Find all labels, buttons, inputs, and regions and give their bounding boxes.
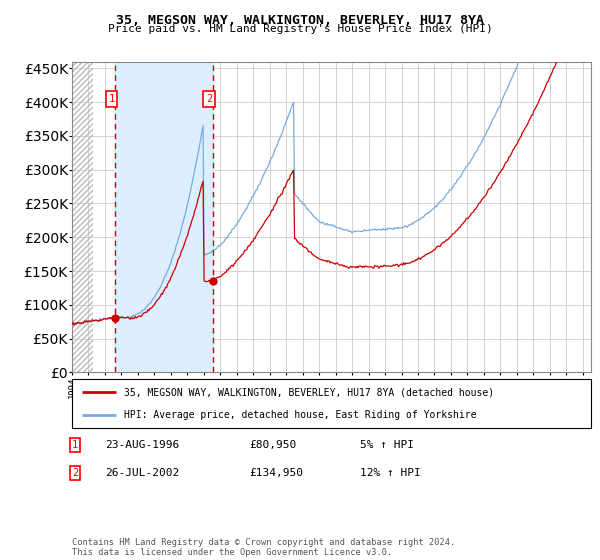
Text: Price paid vs. HM Land Registry's House Price Index (HPI): Price paid vs. HM Land Registry's House … [107,24,493,34]
Text: 1: 1 [72,440,78,450]
Text: 5% ↑ HPI: 5% ↑ HPI [360,440,414,450]
Text: 2: 2 [72,468,78,478]
Text: £134,950: £134,950 [249,468,303,478]
Text: 12% ↑ HPI: 12% ↑ HPI [360,468,421,478]
Text: Contains HM Land Registry data © Crown copyright and database right 2024.
This d: Contains HM Land Registry data © Crown c… [72,538,455,557]
Text: 35, MEGSON WAY, WALKINGTON, BEVERLEY, HU17 8YA: 35, MEGSON WAY, WALKINGTON, BEVERLEY, HU… [116,14,484,27]
Text: HPI: Average price, detached house, East Riding of Yorkshire: HPI: Average price, detached house, East… [124,410,476,420]
Text: £80,950: £80,950 [249,440,296,450]
Text: 23-AUG-1996: 23-AUG-1996 [105,440,179,450]
Text: 1: 1 [108,94,115,104]
Text: 26-JUL-2002: 26-JUL-2002 [105,468,179,478]
FancyBboxPatch shape [72,379,591,428]
Text: 2: 2 [206,94,212,104]
Bar [115,62,213,372]
Text: 35, MEGSON WAY, WALKINGTON, BEVERLEY, HU17 8YA (detached house): 35, MEGSON WAY, WALKINGTON, BEVERLEY, HU… [124,388,494,398]
Bar [72,62,94,372]
